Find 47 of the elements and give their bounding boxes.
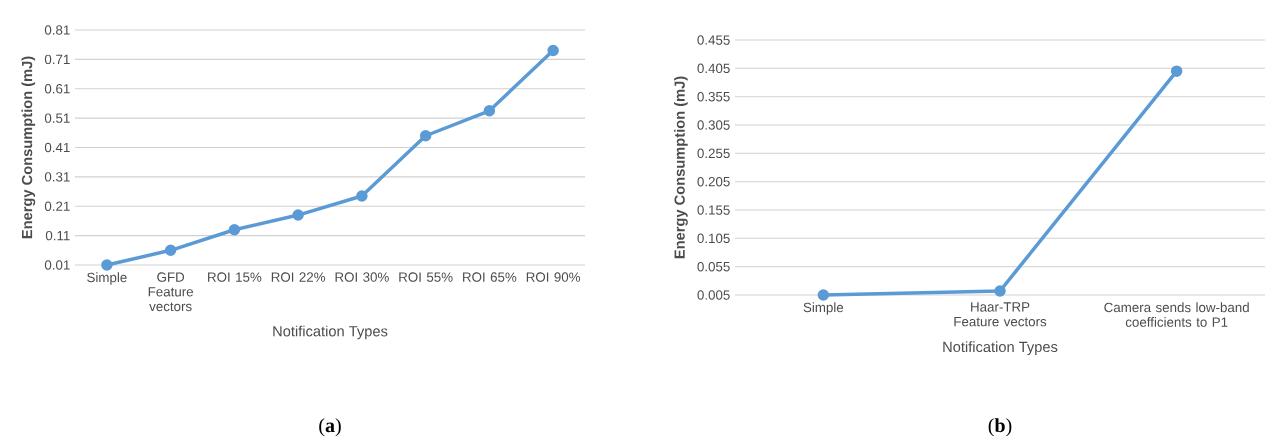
x-tick-label: Camera sends low-band coefficients to P1: [1104, 302, 1249, 327]
point: [101, 259, 113, 271]
point: [483, 105, 496, 117]
x-tick-label: GFD Feature vectors: [148, 272, 194, 312]
y-tick-label: 0.31: [44, 172, 70, 182]
y-tick-label: 0.81: [44, 25, 70, 35]
point: [1170, 65, 1183, 77]
y-tick-label: 0.255: [697, 148, 730, 159]
x-tick-label: ROI 90%: [526, 272, 581, 282]
x-tick-label: ROI 30%: [335, 272, 389, 282]
y-tick-label: 0.455: [697, 35, 730, 45]
point: [419, 130, 432, 142]
y-tick-label: 0.71: [44, 54, 70, 65]
x-tick-label: ROI 15%: [208, 272, 262, 282]
point: [547, 44, 559, 57]
y-axis-title: Energy Consumption (mJ): [21, 56, 36, 239]
point: [817, 289, 830, 301]
y-tick-label: 0.405: [697, 63, 730, 74]
x-axis-title: Notification Types: [943, 341, 1058, 355]
point: [292, 209, 304, 221]
point: [994, 285, 1006, 297]
x-tick-label: ROI 22%: [271, 272, 326, 282]
text: (a): [319, 418, 341, 437]
y-tick-label: 0.305: [697, 120, 730, 130]
y-axis-title: Energy Consumption (mJ): [674, 76, 688, 259]
point: [164, 244, 177, 257]
point: [228, 224, 241, 236]
y-tick-label: 0.155: [697, 205, 730, 215]
text: (b): [988, 418, 1012, 437]
y-tick-label: 0.51: [44, 113, 70, 123]
y-tick-label: 0.055: [697, 261, 730, 272]
x-tick-label: Simple: [87, 272, 127, 285]
y-tick-label: 0.21: [44, 201, 70, 211]
x-axis-title: Notification Types: [273, 325, 388, 340]
x-tick-label: Simple: [803, 302, 844, 315]
y-tick-label: 0.355: [697, 91, 730, 102]
y-tick-label: 0.01: [44, 260, 70, 270]
x-tick-label: Haar-TRP Feature vectors: [954, 302, 1047, 327]
y-tick-label: 0.205: [697, 176, 730, 187]
y-tick-label: 0.11: [45, 230, 70, 241]
x-tick-label: ROI 55%: [399, 272, 453, 282]
point: [356, 190, 368, 202]
y-tick-label: 0.41: [44, 142, 70, 153]
y-tick-label: 0.005: [697, 290, 730, 300]
y-tick-label: 0.105: [697, 233, 730, 244]
x-tick-label: ROI 65%: [463, 272, 517, 282]
y-tick-label: 0.61: [44, 84, 70, 94]
